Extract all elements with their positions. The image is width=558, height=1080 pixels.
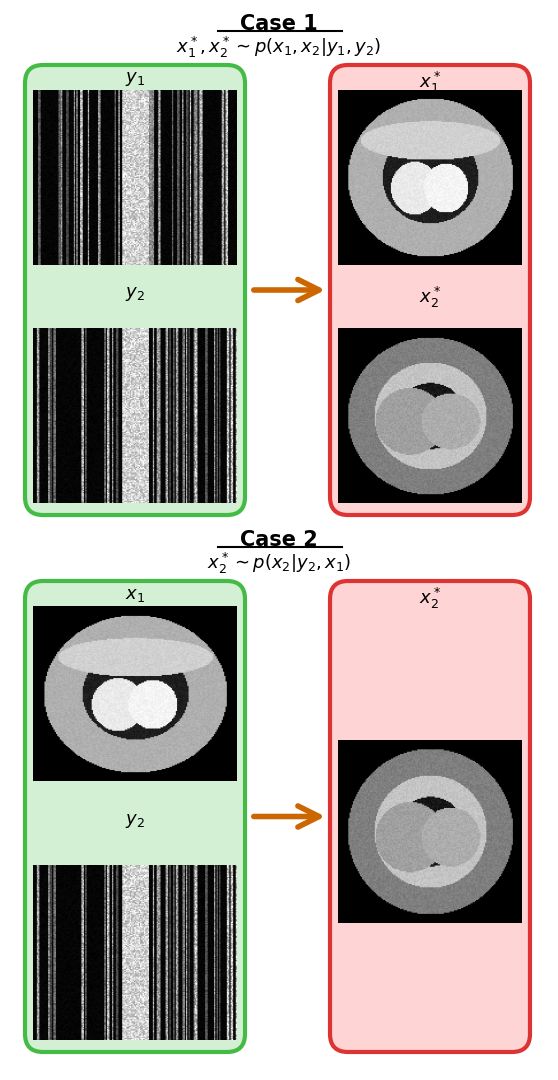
Text: $y_2$: $y_2$ xyxy=(125,285,145,303)
Text: $x_2^*$: $x_2^*$ xyxy=(419,586,441,611)
Text: $x_1^*$: $x_1^*$ xyxy=(419,70,441,95)
Text: Case 1: Case 1 xyxy=(240,14,318,33)
Text: Case 2: Case 2 xyxy=(240,530,318,550)
Text: $x_2^*$: $x_2^*$ xyxy=(419,285,441,310)
FancyBboxPatch shape xyxy=(25,65,245,515)
Text: $x_1^*, x_2^* \sim p(x_1, x_2|y_1, y_2)$: $x_1^*, x_2^* \sim p(x_1, x_2|y_1, y_2)$ xyxy=(176,35,382,60)
FancyBboxPatch shape xyxy=(330,65,530,515)
Text: $y_1$: $y_1$ xyxy=(125,70,145,87)
Text: $y_2$: $y_2$ xyxy=(125,811,145,829)
Text: $x_1$: $x_1$ xyxy=(125,586,145,604)
Text: $x_2^* \sim p(x_2|y_2, x_1)$: $x_2^* \sim p(x_2|y_2, x_1)$ xyxy=(207,551,351,576)
FancyBboxPatch shape xyxy=(330,581,530,1052)
FancyBboxPatch shape xyxy=(25,581,245,1052)
